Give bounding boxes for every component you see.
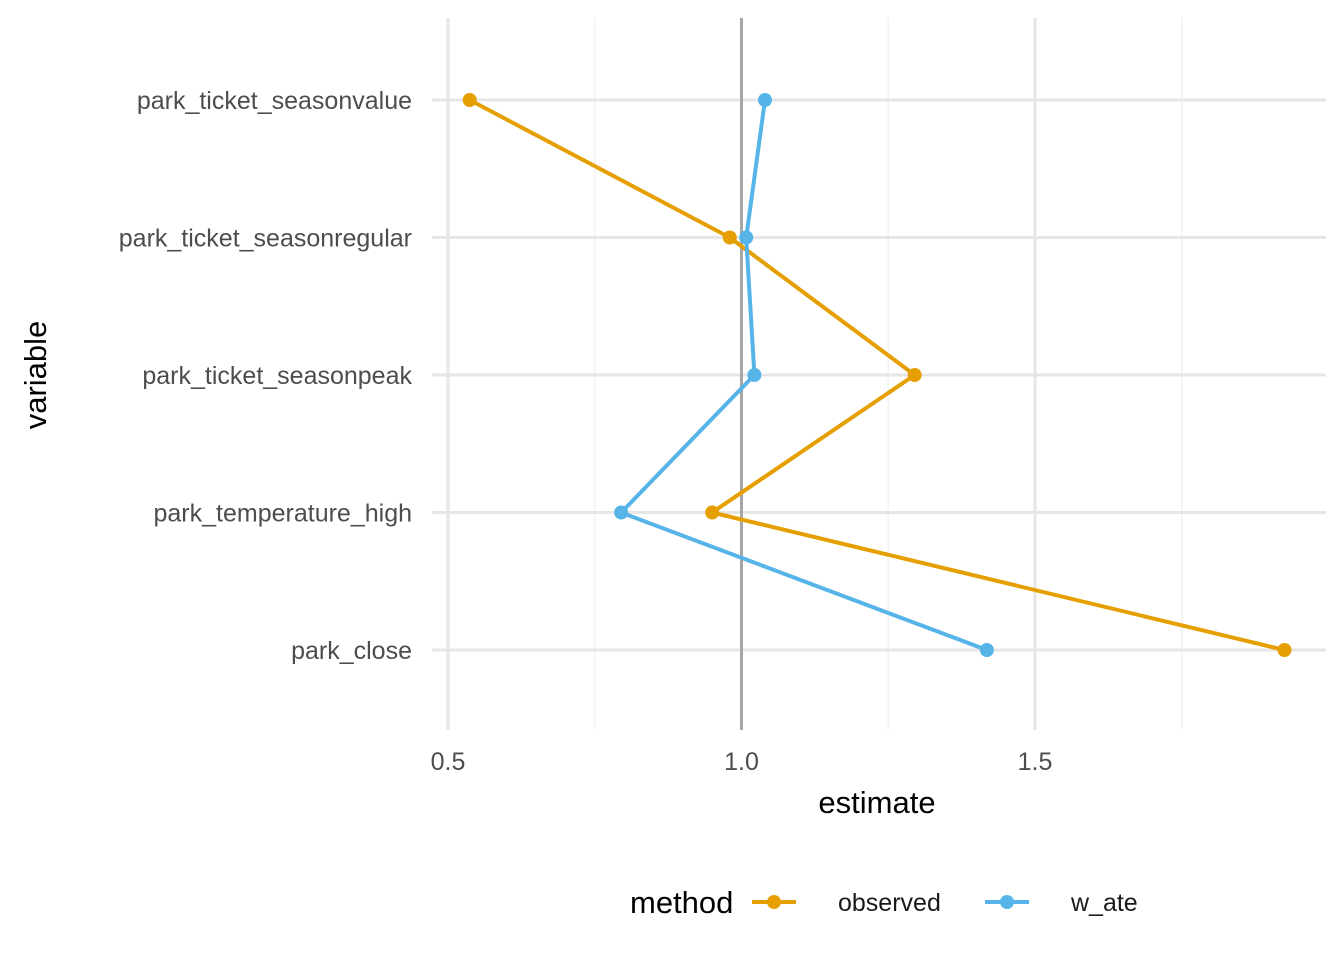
- y-tick-label: park_temperature_high: [154, 500, 413, 528]
- y-tick-label: park_ticket_seasonvalue: [137, 87, 412, 115]
- data-point-observed: [1277, 643, 1292, 657]
- legend-label-observed: observed: [838, 889, 941, 917]
- y-axis-title: variable: [18, 321, 53, 430]
- data-point-w_ate: [747, 368, 762, 382]
- x-tick-label: 0.5: [431, 748, 466, 776]
- data-point-observed: [907, 368, 922, 382]
- data-point-observed: [705, 505, 720, 520]
- data-point-w_ate: [739, 230, 754, 245]
- x-tick-label: 1.5: [1018, 748, 1053, 776]
- data-point-observed: [722, 230, 737, 245]
- data-point-w_ate: [979, 643, 994, 657]
- legend-items: observed w_ate: [752, 889, 1138, 917]
- data-point-w_ate: [614, 505, 629, 520]
- data-point-observed: [462, 93, 477, 107]
- grid: [432, 18, 1326, 730]
- legend-title: method: [630, 885, 733, 920]
- legend-label-w_ate: w_ate: [1070, 889, 1138, 917]
- x-tick-label: 1.0: [724, 748, 759, 776]
- y-tick-label: park_ticket_seasonregular: [119, 225, 412, 253]
- x-axis-title: estimate: [818, 785, 935, 820]
- legend: method observed w_ate: [630, 885, 1138, 920]
- y-tick-label: park_ticket_seasonpeak: [142, 362, 412, 390]
- x-tick-labels: 0.5 1.0 1.5: [431, 748, 1053, 776]
- legend-key-point: [767, 895, 781, 909]
- y-tick-label: park_close: [291, 637, 412, 665]
- data-point-w_ate: [757, 93, 772, 107]
- y-tick-labels: park_ticket_seasonvalue park_ticket_seaso…: [119, 87, 413, 665]
- legend-key-point: [1000, 895, 1014, 909]
- series-points: [462, 93, 1292, 657]
